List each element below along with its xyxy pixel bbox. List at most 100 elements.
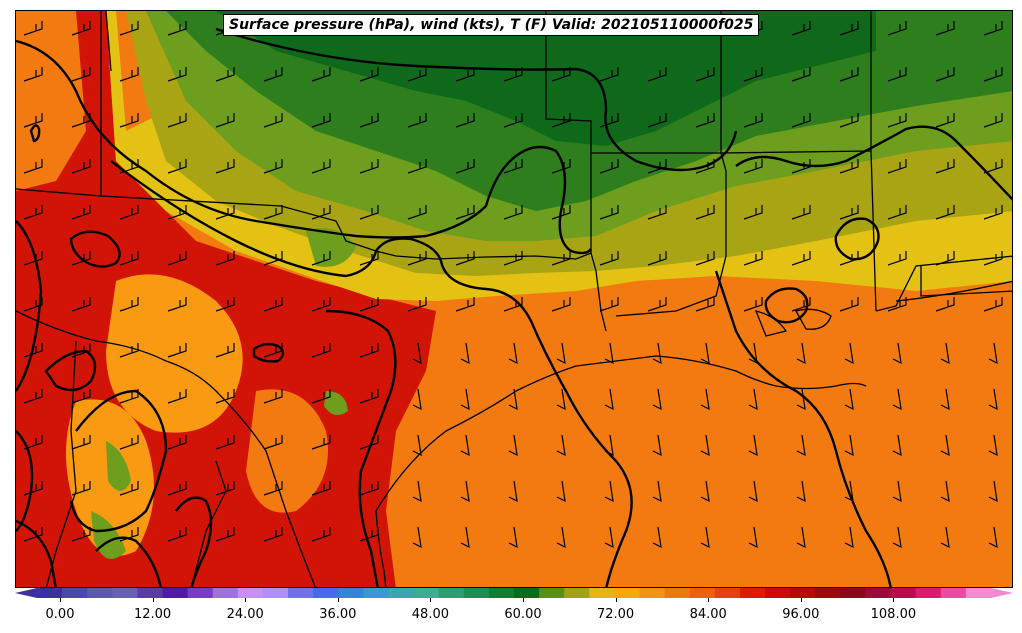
colorbar-segment — [940, 588, 967, 598]
wind-barb — [311, 297, 331, 312]
colorbar-segment — [614, 588, 641, 598]
wind-barb — [892, 388, 902, 411]
wind-barb — [844, 388, 854, 411]
wind-barb — [167, 159, 187, 174]
colorbar-tick-mark — [245, 598, 247, 602]
wind-barb — [215, 159, 235, 174]
wind-barb — [23, 435, 43, 450]
wind-barb — [599, 159, 619, 174]
temp-field-orange-blob2 — [246, 389, 328, 513]
wind-barb — [887, 113, 907, 128]
wind-barbs — [23, 21, 1003, 549]
colorbar-segment — [338, 588, 364, 598]
isobar-11 — [252, 342, 285, 363]
colorbar-tick-mark — [152, 598, 154, 602]
wind-barb — [551, 113, 571, 128]
isobar-1 — [215, 27, 738, 172]
isobar-17 — [16, 519, 57, 587]
wind-barb — [743, 205, 763, 220]
wind-barb — [887, 21, 907, 36]
wind-barb — [71, 205, 91, 220]
colorbar-segment — [288, 588, 314, 598]
colorbar-segment — [438, 588, 465, 598]
colorbar-segment — [388, 588, 415, 598]
colorbar-segment — [413, 588, 440, 598]
wind-barb — [551, 205, 571, 220]
colorbar-tick-mark — [60, 598, 61, 602]
wind-barb — [263, 481, 283, 496]
wind-barb — [119, 21, 139, 36]
wind-barb — [695, 159, 715, 174]
colorbar-segment — [62, 588, 88, 598]
wind-barb — [23, 481, 43, 496]
wind-barb — [652, 480, 662, 503]
wind-barb — [263, 159, 283, 174]
wind-barb — [263, 435, 283, 450]
wind-barb — [988, 342, 998, 365]
wind-barb — [71, 67, 91, 82]
colorbar-segment — [514, 588, 540, 598]
wind-barb — [748, 480, 758, 503]
colorbar-tick-label: 12.00 — [133, 607, 172, 622]
weather-map — [16, 11, 1012, 587]
wind-barb — [988, 526, 998, 549]
wind-barb — [695, 297, 715, 312]
wind-barb — [455, 251, 475, 266]
colorbar-segment — [639, 588, 666, 598]
wind-barb — [844, 342, 854, 365]
wind-barb — [119, 481, 139, 496]
wind-barb — [839, 159, 859, 174]
isobar-7 — [714, 270, 892, 587]
wind-barb — [695, 67, 715, 82]
wind-barb — [935, 205, 955, 220]
isobar-9 — [764, 287, 809, 324]
wind-barb — [167, 481, 187, 496]
wind-barb — [503, 113, 523, 128]
wind-barb — [167, 297, 187, 312]
wind-barb — [556, 434, 566, 457]
wind-barb — [119, 159, 139, 174]
wind-barb — [983, 159, 1003, 174]
wind-barb — [935, 297, 955, 312]
wind-barb — [460, 480, 470, 503]
colorbar-segment — [363, 588, 389, 598]
wind-barb — [604, 526, 614, 549]
wind-barb — [695, 251, 715, 266]
wind-barb — [215, 343, 235, 358]
wind-barb — [359, 159, 379, 174]
wind-barb — [599, 205, 619, 220]
wind-barb — [167, 343, 187, 358]
wind-barb — [647, 251, 667, 266]
wind-barb — [23, 21, 43, 36]
wind-barb — [839, 297, 859, 312]
colorbar-tick-mark — [800, 598, 802, 602]
wind-barb — [71, 21, 91, 36]
wind-barb — [791, 21, 811, 36]
colorbar-tick-label: 108.00 — [870, 607, 917, 622]
wind-barb — [167, 67, 187, 82]
wind-barb — [892, 434, 902, 457]
wind-barb — [652, 342, 662, 365]
colorbar-tick-label: 48.00 — [411, 607, 449, 622]
wind-barb — [935, 113, 955, 128]
wind-barb — [23, 159, 43, 174]
map-panel — [15, 10, 1013, 588]
wind-barb — [215, 435, 235, 450]
wind-barb — [263, 527, 283, 542]
wind-barb — [503, 205, 523, 220]
wind-barb — [599, 251, 619, 266]
wind-barb — [508, 434, 518, 457]
wind-barb — [359, 205, 379, 220]
wind-barb — [311, 435, 331, 450]
wind-barb — [791, 159, 811, 174]
wind-barb — [263, 297, 283, 312]
wind-barb — [167, 435, 187, 450]
wind-barb — [940, 526, 950, 549]
wind-barb — [647, 67, 667, 82]
wind-barb — [796, 342, 806, 365]
wind-barb — [647, 159, 667, 174]
wind-barb — [940, 434, 950, 457]
wind-barb — [940, 480, 950, 503]
colorbar-segment — [212, 588, 239, 598]
colorbar-segment — [262, 588, 289, 598]
